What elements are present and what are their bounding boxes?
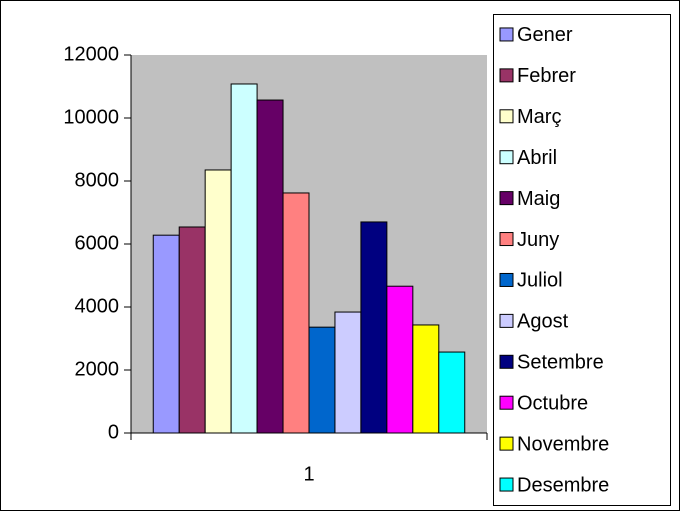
y-tick-label: 12000 [63, 43, 119, 65]
bar [386, 285, 414, 434]
bar [334, 311, 362, 434]
y-tick-label: 4000 [75, 295, 120, 317]
y-tick-label: 10000 [63, 106, 119, 128]
legend-label: Març [517, 106, 561, 128]
legend-swatch [499, 313, 514, 328]
legend-swatch [499, 27, 514, 42]
legend-swatch [499, 436, 514, 451]
legend-swatch [499, 395, 514, 410]
bar [412, 324, 440, 434]
bar [282, 192, 310, 434]
legend-swatch [499, 477, 514, 492]
bar [204, 169, 232, 434]
legend-swatch [499, 191, 514, 206]
legend-label: Agost [517, 311, 569, 333]
legend-label: Gener [517, 24, 573, 46]
y-tick-label: 8000 [75, 169, 120, 191]
legend-label: Desembre [517, 474, 609, 496]
bar [438, 351, 466, 434]
bar [152, 234, 180, 434]
legend-label: Abril [517, 147, 557, 169]
bar [230, 83, 258, 434]
legend-label: Juny [517, 229, 559, 251]
legend-label: Febrer [517, 65, 576, 87]
legend-swatch [499, 150, 514, 165]
bar [178, 226, 206, 434]
y-tick-label: 0 [108, 421, 119, 443]
legend-swatch [499, 272, 514, 287]
legend-swatch [499, 109, 514, 124]
bar [308, 326, 336, 434]
legend-swatch [499, 68, 514, 83]
x-tick-label: 1 [303, 463, 314, 485]
legend-label: Octubre [517, 392, 588, 414]
legend-box [493, 14, 671, 506]
legend-label: Novembre [517, 433, 609, 455]
bar [256, 99, 284, 434]
y-tick-label: 6000 [75, 232, 120, 254]
legend-swatch [499, 232, 514, 247]
legend-label: Setembre [517, 352, 604, 374]
legend-swatch [499, 354, 514, 369]
y-tick-label: 2000 [75, 358, 120, 380]
bar [360, 221, 388, 434]
legend-label: Maig [517, 188, 560, 210]
legend-label: Juliol [517, 270, 563, 292]
